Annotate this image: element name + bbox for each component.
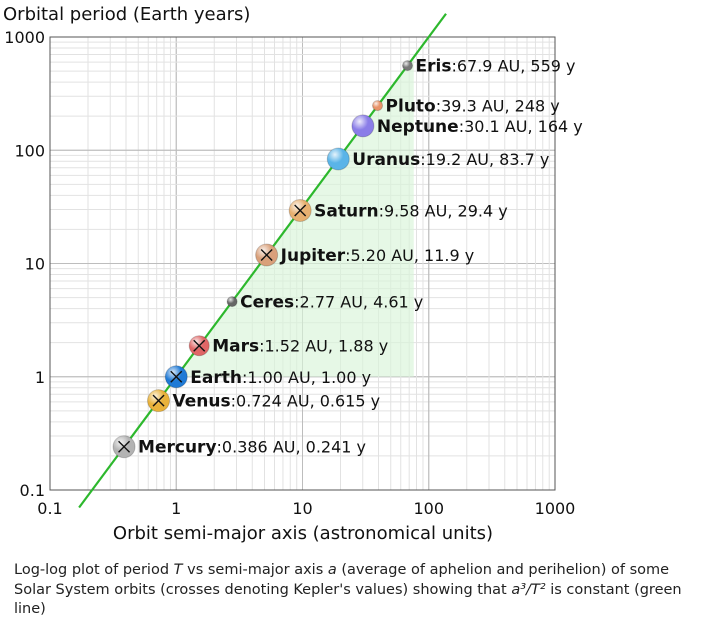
kepler-log-log-chart: 0.1 1 10 100 1000 0.1 1 10 100 1000 Mercury:0.386… — [3, 4, 583, 544]
caption-text-2: vs semi-major axis — [182, 562, 328, 578]
eris-name: Eris — [416, 57, 452, 77]
x-tick-label: 10 — [292, 499, 312, 518]
neptune-name: Neptune — [377, 117, 459, 137]
mars-cross-b — [193, 339, 206, 352]
saturn-values: :9.58 AU, 29.4 y — [379, 201, 508, 220]
ceres-values: :2.77 AU, 4.61 y — [294, 293, 423, 312]
saturn-label: Saturn:9.58 AU, 29.4 y — [314, 201, 508, 221]
mercury-label: Mercury:0.386 AU, 0.241 y — [138, 438, 366, 458]
mercury-values: :0.386 AU, 0.241 y — [217, 438, 366, 457]
y-tick-label: 10 — [25, 255, 45, 274]
point-uranus: Uranus:19.2 AU, 83.7 y — [326, 147, 549, 171]
uranus-values: :19.2 AU, 83.7 y — [420, 150, 549, 169]
point-eris: Eris:67.9 AU, 559 y — [402, 57, 576, 77]
saturn-name: Saturn — [314, 201, 378, 221]
earth-name: Earth — [190, 368, 242, 388]
uranus-highlight — [327, 148, 350, 171]
pluto-highlight — [372, 100, 383, 111]
ceres-name: Ceres — [240, 293, 294, 313]
caption-text-3: (average of aphelion and perihelion) of … — [14, 562, 670, 598]
neptune-values: :30.1 AU, 164 y — [459, 117, 583, 136]
mars-label: Mars:1.52 AU, 1.88 y — [212, 337, 388, 357]
earth-label: Earth:1.00 AU, 1.00 y — [190, 368, 371, 388]
point-venus: Venus:0.724 AU, 0.615 y — [147, 389, 381, 413]
x-tick-label: 100 — [413, 499, 444, 518]
point-ceres: Ceres:2.77 AU, 4.61 y — [226, 293, 423, 313]
neptune-label: Neptune:30.1 AU, 164 y — [377, 117, 583, 137]
venus-name: Venus — [173, 392, 231, 412]
pluto-label: Pluto:39.3 AU, 248 y — [386, 97, 560, 117]
y-axis-title: Orbital period (Earth years) — [3, 4, 250, 25]
jupiter-cross-b — [260, 248, 273, 261]
caption-var-t: T — [173, 562, 183, 578]
venus-label: Venus:0.724 AU, 0.615 y — [173, 392, 381, 412]
x-tick-label: 0.1 — [37, 499, 62, 518]
axis-tick-labels: 0.1 1 10 100 1000 0.1 1 10 100 1000 — [4, 28, 575, 518]
point-pluto: Pluto:39.3 AU, 248 y — [372, 97, 560, 117]
ceres-highlight — [227, 296, 238, 307]
point-mars: Mars:1.52 AU, 1.88 y — [188, 335, 388, 357]
pluto-name: Pluto — [386, 97, 436, 117]
caption-text-1: Log-log plot of period — [14, 562, 174, 578]
earth-cross-b — [170, 370, 183, 383]
y-tick-label: 100 — [14, 141, 45, 160]
caption-text-4: is constant (green line) — [14, 581, 682, 618]
earth-values: :1.00 AU, 1.00 y — [242, 368, 371, 387]
y-tick-label: 0.1 — [20, 481, 45, 500]
point-jupiter: Jupiter:5.20 AU, 11.9 y — [255, 243, 475, 267]
venus-values: :0.724 AU, 0.615 y — [231, 392, 380, 411]
mercury-cross-b — [118, 440, 131, 453]
caption-formula: a³/T² — [511, 581, 546, 598]
eris-label: Eris:67.9 AU, 559 y — [416, 57, 576, 77]
eris-highlight — [402, 60, 413, 71]
x-tick-label: 1000 — [535, 499, 576, 518]
pluto-values: :39.3 AU, 248 y — [436, 97, 560, 116]
caption-var-a: a — [327, 562, 337, 578]
eris-values: :67.9 AU, 559 y — [451, 57, 575, 76]
neptune-highlight — [351, 114, 374, 137]
saturn-cross-b — [294, 204, 307, 217]
venus-cross-b — [152, 394, 165, 407]
grid-lines — [49, 36, 556, 491]
x-tick-label: 1 — [171, 499, 181, 518]
plot-frame — [49, 36, 556, 491]
point-saturn: Saturn:9.58 AU, 29.4 y — [288, 198, 508, 222]
y-tick-label: 1 — [35, 368, 45, 387]
mars-values: :1.52 AU, 1.88 y — [259, 337, 388, 356]
mercury-name: Mercury — [138, 438, 216, 458]
figure-caption: Log-log plot of period T vs semi-major a… — [14, 561, 704, 620]
x-axis-title: Orbit semi-major axis (astronomical unit… — [113, 523, 493, 544]
uranus-label: Uranus:19.2 AU, 83.7 y — [352, 150, 549, 170]
mars-name: Mars — [212, 337, 259, 357]
point-mercury: Mercury:0.386 AU, 0.241 y — [112, 435, 366, 459]
jupiter-values: :5.20 AU, 11.9 y — [345, 246, 474, 265]
jupiter-label: Jupiter:5.20 AU, 11.9 y — [280, 246, 475, 266]
point-earth: Earth:1.00 AU, 1.00 y — [164, 365, 371, 389]
point-neptune: Neptune:30.1 AU, 164 y — [351, 114, 583, 138]
uranus-name: Uranus — [352, 150, 420, 170]
y-tick-label: 1000 — [4, 28, 45, 47]
jupiter-name: Jupiter — [280, 246, 346, 266]
ceres-label: Ceres:2.77 AU, 4.61 y — [240, 293, 423, 313]
planet-points: Mercury:0.386 AU, 0.241 y Venus:0.724 AU,… — [112, 57, 583, 459]
